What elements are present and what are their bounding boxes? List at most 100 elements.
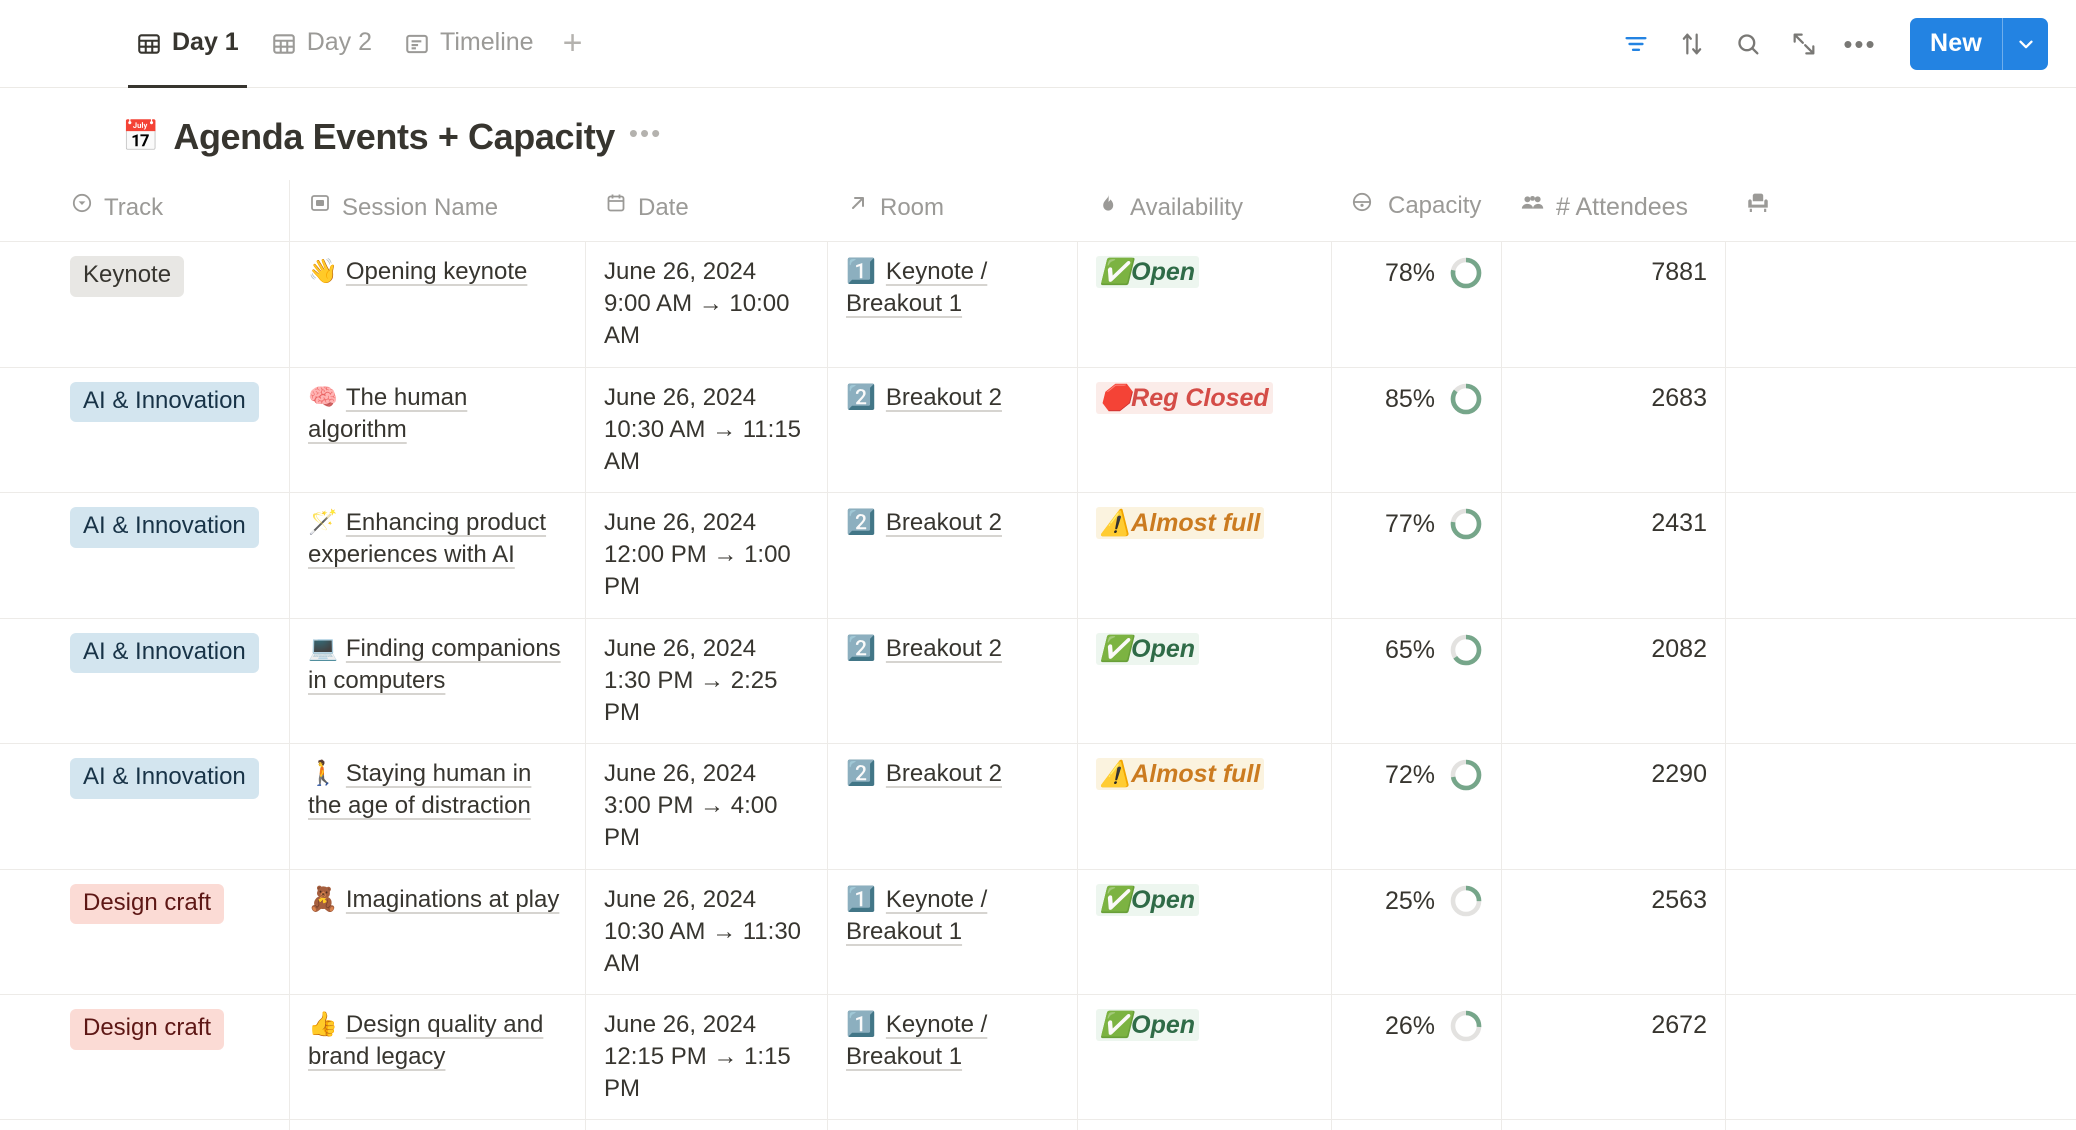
cell-seats[interactable] [1726,995,2076,1119]
session-name-link[interactable]: Imaginations at play [345,885,560,913]
session-name-link[interactable]: Design quality and brand legacy [308,1010,544,1071]
cell-attendees[interactable]: 2431 [1502,493,1726,618]
cell-attendees[interactable]: 2290 [1502,744,1726,869]
cell-capacity[interactable]: 77% [1332,493,1502,618]
cell-seats[interactable] [1726,368,2076,492]
cell-availability[interactable]: ✅Open [1078,242,1332,367]
cell-track[interactable]: Keynote [52,242,290,367]
new-button[interactable]: New [1909,17,2048,70]
column-header-date[interactable]: Date [586,180,828,241]
cell-room[interactable]: 1️⃣Keynote / Breakout 1 [828,994,1078,1120]
cell-date[interactable]: June 26, 2024 9:00 AM → 10:00 AM [586,242,828,367]
cell-room[interactable]: 2️⃣ Breakout 2 [828,618,1078,744]
cell-session-name[interactable]: 👍 Design quality and brand legacy [290,994,586,1120]
session-name-link[interactable]: Staying human in the age of distraction [308,760,532,820]
cell-seats[interactable] [1726,870,2076,994]
cell-session-name[interactable]: 💻 Finding companions in computers [290,618,586,744]
room-relation-link[interactable]: Breakout 2 [885,509,1002,537]
column-header-capacity[interactable]: Capacity [1332,180,1502,241]
cell-session-name[interactable]: 🧸 Imaginations at play [290,869,586,994]
tab-day-1[interactable]: Day 1 [122,0,253,88]
cell-date[interactable]: June 26, 2024 3:00 PM → 4:00 PM [586,744,828,869]
sort-icon[interactable] [1670,22,1714,66]
cell-room[interactable]: 2️⃣ Breakout 2 [828,493,1078,618]
cell-track[interactable]: Design craft [52,869,290,994]
cell-date[interactable]: June 26, 2024 12:00 PM → 1:00 PM [586,493,828,618]
cell-date[interactable]: June 26, 2024 12:15 PM → 1:15 PM [586,994,828,1120]
search-icon[interactable] [1726,22,1770,66]
cell-track[interactable]: Design craft [52,1120,290,1130]
column-header-track[interactable]: Track [52,180,290,242]
cell-track[interactable]: AI & Innovation [52,367,290,493]
cell-track[interactable]: AI & Innovation [52,744,290,869]
cell-availability[interactable]: 🛑Reg Closed [1078,367,1332,493]
chevron-down-icon[interactable] [2002,17,2048,70]
cell-capacity[interactable]: 85% [1332,367,1502,493]
cell-availability[interactable]: ✅Open [1078,994,1332,1120]
cell-room[interactable]: 2️⃣ Breakout 2 [828,367,1078,493]
cell-capacity[interactable]: 72% [1332,744,1502,869]
cell-attendees[interactable]: 2563 [1502,869,1726,994]
cell-seats[interactable] [1726,493,2076,617]
room-relation-link[interactable]: Keynote / Breakout 1 [846,1010,988,1071]
cell-capacity[interactable]: 78% [1332,242,1502,367]
cell-date[interactable]: June 26, 2024 1:45 PM → 2:45 PM [586,1120,828,1130]
table-row[interactable]: AI & Innovation 🧠 The human algorithm June … [0,367,2076,494]
cell-availability[interactable]: ⚠️Almost full [1078,493,1332,618]
cell-capacity[interactable]: 26% [1332,994,1502,1120]
cell-room[interactable]: 1️⃣Keynote / Breakout 1 [828,242,1078,367]
cell-attendees[interactable]: 2672 [1502,994,1726,1120]
add-view-button[interactable]: + [562,24,583,62]
tab-day-2[interactable]: Day 2 [257,0,386,88]
table-row[interactable]: Design craft⌨️From keyframes to keycapsJ… [0,1120,2076,1130]
page-options-icon[interactable]: ••• [628,118,663,148]
cell-session-name[interactable]: 🚶 Staying human in the age of distraction [290,744,586,869]
filter-icon[interactable] [1614,22,1658,66]
cell-date[interactable]: June 26, 2024 10:30 AM → 11:15 AM [586,367,828,493]
cell-room[interactable]: 1️⃣Keynote / Breakout 1 [828,869,1078,994]
session-name-link[interactable]: Enhancing product experiences with AI [308,509,547,569]
session-name-link[interactable]: Opening keynote [345,258,528,286]
cell-availability[interactable]: ✅Open [1078,869,1332,994]
table-row[interactable]: Keynote 👋 Opening keynote June 26, 2024 9:0… [0,242,2076,368]
more-icon[interactable]: ••• [1843,28,1877,59]
cell-availability[interactable]: ✅Open [1078,1120,1332,1130]
cell-track[interactable]: AI & Innovation [52,493,290,618]
cell-capacity[interactable]: 25% [1332,869,1502,994]
column-header-attendees[interactable]: # Attendees [1502,180,1726,241]
table-row[interactable]: AI & Innovation 🪄 Enhancing product experi… [0,493,2076,619]
column-header-room[interactable]: Room [828,180,1078,241]
column-header-seats[interactable] [1726,180,2076,241]
room-relation-link[interactable]: Keynote / Breakout 1 [846,258,988,318]
cell-availability[interactable]: ⚠️Almost full [1078,744,1332,869]
cell-room[interactable]: 1️⃣Keynote / Breakout 1 [828,1120,1078,1130]
cell-seats[interactable] [1726,1120,2076,1130]
room-relation-link[interactable]: Keynote / Breakout 1 [846,885,988,945]
expand-icon[interactable] [1782,22,1826,66]
cell-attendees[interactable]: 7881 [1502,242,1726,367]
room-relation-link[interactable]: Breakout 2 [885,634,1002,662]
column-header-availability[interactable]: Availability [1078,180,1332,241]
cell-availability[interactable]: ✅Open [1078,618,1332,744]
cell-track[interactable]: AI & Innovation [52,618,290,744]
cell-date[interactable]: June 26, 2024 1:30 PM → 2:25 PM [586,618,828,744]
cell-room[interactable]: 2️⃣ Breakout 2 [828,744,1078,869]
tab-timeline[interactable]: Timeline [390,0,548,88]
room-relation-link[interactable]: Breakout 2 [885,760,1002,788]
cell-date[interactable]: June 26, 2024 10:30 AM → 11:30 AM [586,869,828,994]
table-row[interactable]: AI & Innovation 🚶 Staying human in the age… [0,744,2076,870]
cell-attendees[interactable]: 1919 [1502,1120,1726,1130]
cell-attendees[interactable]: 2683 [1502,367,1726,493]
session-name-link[interactable]: The human algorithm [308,383,468,443]
cell-session-name[interactable]: 👋 Opening keynote [290,242,586,367]
cell-attendees[interactable]: 2082 [1502,618,1726,744]
cell-capacity[interactable]: 65% [1332,618,1502,744]
cell-seats[interactable] [1726,744,2076,868]
room-relation-link[interactable]: Breakout 2 [885,383,1002,411]
table-row[interactable]: Design craft 🧸 Imaginations at play June 26… [0,869,2076,995]
column-header-session-name[interactable]: Session Name [290,180,586,241]
cell-seats[interactable] [1726,619,2076,743]
session-name-link[interactable]: Finding companions in computers [308,634,561,694]
table-row[interactable]: AI & Innovation 💻 Finding companions in co… [0,618,2076,745]
cell-session-name[interactable]: 🪄 Enhancing product experiences with AI [290,493,586,618]
